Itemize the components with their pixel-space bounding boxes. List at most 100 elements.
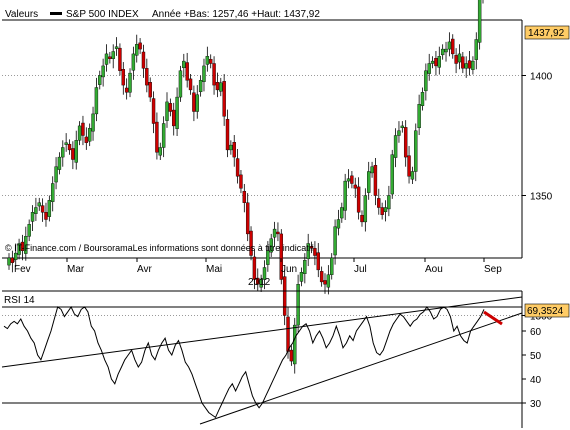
candle <box>249 226 253 261</box>
candle <box>239 170 243 194</box>
month-label: Sep <box>484 264 502 275</box>
candle-body <box>212 63 216 86</box>
candle-body <box>61 147 65 158</box>
candle-body <box>262 267 267 280</box>
candle-body <box>377 198 381 208</box>
month-label: Mar <box>67 264 85 275</box>
candle-body <box>464 63 468 69</box>
candle <box>330 253 334 280</box>
candle <box>440 44 445 60</box>
candle <box>427 53 431 81</box>
candle-body <box>64 142 68 145</box>
candle <box>148 77 152 102</box>
candle <box>77 121 82 146</box>
candle <box>336 209 341 236</box>
candle-body <box>81 122 85 136</box>
candle-body <box>51 183 55 202</box>
candle <box>444 41 448 62</box>
candle-body <box>165 101 169 121</box>
candle <box>471 56 475 75</box>
candle <box>383 200 388 222</box>
candle-body <box>330 257 334 275</box>
year-range-text: Année +Bas: 1257,46 +Haut: 1437,92 <box>152 9 320 20</box>
candle <box>84 127 89 150</box>
candle-body <box>363 195 368 223</box>
candle <box>104 44 109 72</box>
candle <box>222 74 226 126</box>
candle-body <box>420 92 425 106</box>
candle-body <box>118 47 122 71</box>
candle <box>454 48 458 74</box>
candle-body <box>158 147 162 156</box>
candle-body <box>276 231 280 235</box>
candle-body <box>440 48 445 56</box>
candle-body <box>336 219 341 229</box>
candle-body <box>161 123 166 148</box>
candle-body <box>303 260 307 274</box>
candle-body <box>454 55 458 64</box>
candle-body <box>451 38 455 55</box>
price-last-badge <box>524 25 570 40</box>
candle-body <box>205 56 210 65</box>
candle <box>178 65 183 102</box>
candle <box>343 173 347 220</box>
candle-body <box>343 180 347 211</box>
candle <box>319 266 324 287</box>
candle-body <box>477 0 482 43</box>
candle-body <box>474 39 478 60</box>
candle-body <box>299 272 304 282</box>
candle <box>269 233 273 257</box>
candle-body <box>219 82 223 92</box>
candle-body <box>198 80 203 93</box>
candle <box>293 317 297 374</box>
candle-body <box>397 130 401 136</box>
candle-body <box>87 128 92 142</box>
candle <box>87 123 92 147</box>
candle <box>131 46 136 80</box>
candle <box>185 52 189 88</box>
candle <box>256 268 260 292</box>
candle <box>188 74 193 95</box>
candle <box>279 229 283 285</box>
candle <box>316 243 320 278</box>
candle-body <box>14 252 18 261</box>
candle-body <box>417 104 421 129</box>
month-label: Mai <box>206 264 222 275</box>
candle-body <box>222 81 226 117</box>
candle <box>74 130 78 170</box>
candle-body <box>37 202 41 207</box>
candlestick-series <box>7 0 484 374</box>
rsi-highlight-segment <box>483 310 503 326</box>
candle <box>168 98 173 117</box>
candle <box>61 140 65 167</box>
candle-body <box>340 207 344 219</box>
candle-body <box>10 257 15 263</box>
candle-body <box>34 207 38 214</box>
candle-body <box>259 279 263 288</box>
candle-body <box>289 349 294 362</box>
candle-body <box>30 212 35 222</box>
candle-body <box>202 65 206 82</box>
candle <box>175 87 179 136</box>
candle-body <box>279 233 283 280</box>
candle-body <box>252 256 257 280</box>
candle <box>434 51 438 76</box>
candle-body <box>54 166 58 183</box>
candle-body <box>182 60 186 69</box>
candle-body <box>400 125 405 129</box>
candle <box>14 243 18 268</box>
candle-body <box>437 56 441 68</box>
candle <box>158 142 162 160</box>
candle <box>47 195 52 222</box>
candle-body <box>356 186 361 213</box>
candle <box>34 197 38 221</box>
candle <box>198 75 203 97</box>
price-last-value: 1437,92 <box>528 28 565 39</box>
copyright-watermark: © IT-Finance.com / BoursoramaLes informa… <box>5 243 314 253</box>
candle <box>424 63 428 101</box>
candle <box>51 176 55 212</box>
candle-body <box>444 48 448 53</box>
candle <box>397 121 401 143</box>
candle <box>54 157 58 190</box>
candle-body <box>141 51 146 69</box>
